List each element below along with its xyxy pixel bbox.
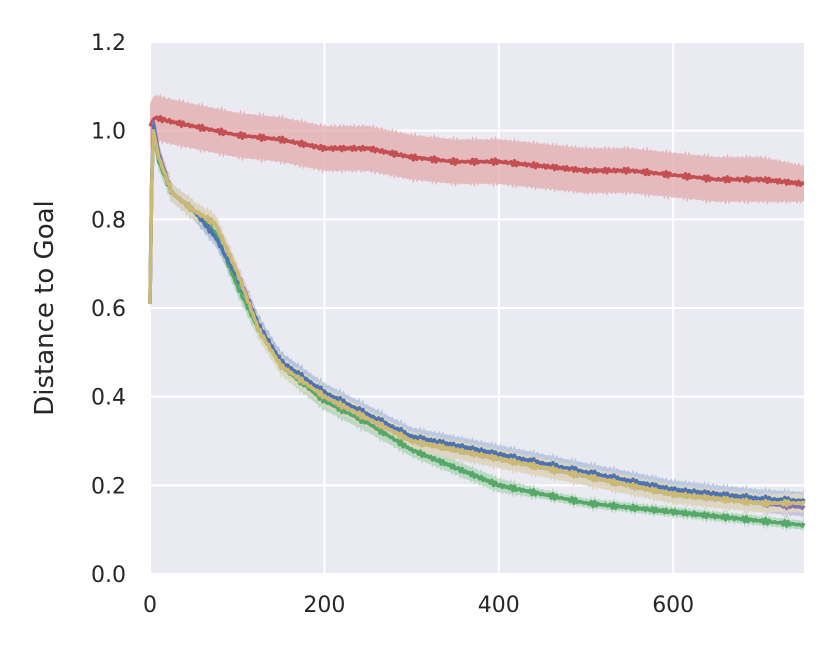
series-lines <box>148 114 806 528</box>
y-tick-label: 0.8 <box>91 208 126 233</box>
y-tick-label: 1.0 <box>91 120 126 145</box>
y-tick-label: 0.4 <box>91 386 126 411</box>
x-tick-label: 200 <box>303 593 345 618</box>
x-tick-labels: 0 200 400 600 <box>143 593 694 618</box>
y-tick-labels: 0.0 0.2 0.4 0.6 0.8 1.0 1.2 <box>91 31 126 588</box>
series-band-0 <box>150 93 804 205</box>
series-line-4 <box>148 128 806 508</box>
x-tick-label: 0 <box>143 593 157 618</box>
y-axis-label: Distance to Goal <box>30 200 60 416</box>
x-tick-label: 600 <box>652 593 694 618</box>
y-tick-label: 0.6 <box>91 297 126 322</box>
y-tick-label: 0.0 <box>91 563 126 588</box>
gridlines <box>149 41 804 575</box>
series-line-0 <box>148 114 805 187</box>
y-tick-label: 1.2 <box>91 31 126 56</box>
confidence-bands <box>150 93 804 532</box>
y-tick-label: 0.2 <box>91 474 126 499</box>
series-line-3 <box>148 125 806 505</box>
x-tick-label: 400 <box>478 593 520 618</box>
